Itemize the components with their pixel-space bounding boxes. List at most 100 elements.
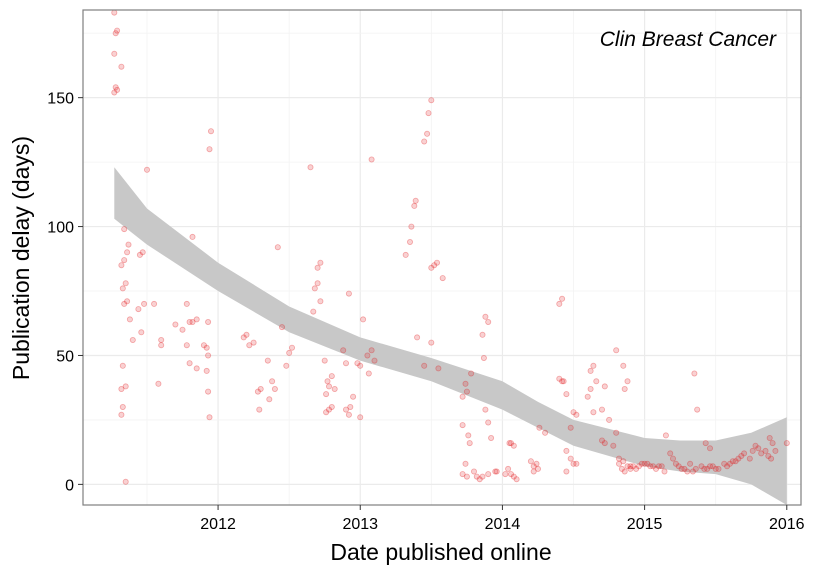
data-point	[492, 468, 499, 475]
data-point	[570, 409, 577, 416]
panel-border	[82, 9, 802, 506]
data-point	[505, 465, 512, 472]
y-tick-label: 100	[47, 220, 74, 237]
data-point	[118, 262, 125, 269]
data-point	[179, 326, 186, 333]
data-point	[556, 300, 563, 307]
data-point	[507, 440, 514, 447]
data-point	[111, 9, 118, 16]
data-point	[119, 403, 126, 410]
data-point	[428, 339, 435, 346]
data-point	[678, 465, 685, 472]
data-point	[599, 406, 606, 413]
data-point	[692, 465, 699, 472]
data-point	[570, 460, 577, 467]
x-tick-label: 2014	[485, 516, 521, 533]
data-point	[126, 316, 133, 323]
data-point	[118, 385, 125, 392]
data-point	[707, 463, 714, 470]
data-point	[530, 468, 537, 475]
data-point	[729, 458, 736, 465]
data-point	[709, 463, 716, 470]
y-axis-ticks: 0 50 100 150	[47, 91, 83, 494]
data-point	[425, 110, 432, 117]
data-point	[783, 440, 790, 447]
data-point	[601, 383, 608, 390]
data-point	[675, 463, 682, 470]
data-point	[246, 342, 253, 349]
data-point	[205, 318, 212, 325]
data-point	[256, 406, 263, 413]
data-point	[119, 285, 126, 292]
data-point	[542, 429, 549, 436]
data-point	[139, 249, 146, 256]
data-point	[567, 455, 574, 462]
data-point	[143, 166, 150, 173]
data-point	[368, 347, 375, 354]
data-point	[470, 468, 477, 475]
data-point	[715, 465, 722, 472]
data-point	[473, 473, 480, 480]
data-point	[624, 463, 631, 470]
x-tick-label: 2016	[769, 516, 805, 533]
data-point	[321, 357, 328, 364]
data-point	[762, 447, 769, 454]
data-point	[627, 465, 634, 472]
data-point	[769, 440, 776, 447]
data-point	[350, 393, 357, 400]
data-point	[136, 251, 143, 258]
data-point	[365, 370, 372, 377]
data-point	[274, 244, 281, 251]
data-point	[765, 452, 772, 459]
data-point	[203, 344, 210, 351]
data-point	[459, 393, 466, 400]
data-point	[479, 331, 486, 338]
chart-annotation: Clin Breast Cancer	[600, 28, 777, 51]
data-point	[459, 471, 466, 478]
data-point	[510, 473, 517, 480]
data-point	[112, 84, 119, 91]
data-point	[283, 362, 290, 369]
data-point	[345, 290, 352, 297]
data-point	[463, 388, 470, 395]
data-point	[563, 391, 570, 398]
data-point	[573, 460, 580, 467]
data-point	[286, 349, 293, 356]
data-point	[119, 362, 126, 369]
data-point	[360, 316, 367, 323]
data-point	[314, 280, 321, 287]
data-point	[189, 233, 196, 240]
data-point	[667, 450, 674, 457]
data-point	[768, 455, 775, 462]
data-point	[533, 460, 540, 467]
data-point	[342, 406, 349, 413]
data-point	[482, 406, 489, 413]
data-point	[694, 406, 701, 413]
data-point	[735, 455, 742, 462]
data-point	[606, 416, 613, 423]
data-point	[746, 455, 753, 462]
data-point	[135, 306, 142, 313]
data-point	[203, 367, 210, 374]
data-point	[278, 324, 285, 331]
data-point	[721, 460, 728, 467]
data-point	[587, 385, 594, 392]
data-point	[536, 424, 543, 431]
data-point	[206, 414, 213, 421]
y-tick-label: 150	[47, 91, 74, 108]
data-point	[573, 411, 580, 418]
data-point	[257, 385, 264, 392]
data-point	[701, 465, 708, 472]
x-tick-label: 2015	[627, 516, 663, 533]
data-point	[624, 378, 631, 385]
data-point	[205, 388, 212, 395]
data-point	[325, 383, 332, 390]
data-point	[621, 468, 628, 475]
data-point	[158, 336, 165, 343]
data-point	[141, 300, 148, 307]
data-point	[125, 241, 132, 248]
grid	[83, 10, 801, 505]
data-point	[755, 445, 762, 452]
data-point	[488, 434, 495, 441]
